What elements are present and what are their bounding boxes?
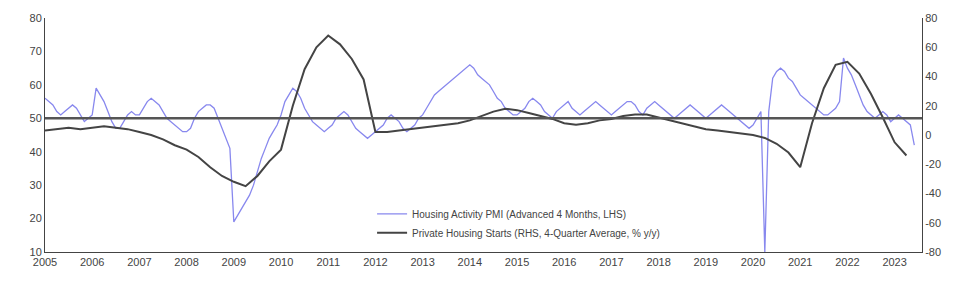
svg-text:2018: 2018 — [646, 256, 670, 268]
svg-text:-40: -40 — [925, 187, 941, 199]
svg-text:2016: 2016 — [552, 256, 576, 268]
svg-text:70: 70 — [30, 45, 42, 57]
svg-text:Private Housing Starts (RHS, 4: Private Housing Starts (RHS, 4-Quarter A… — [412, 228, 660, 239]
svg-text:Housing Activity PMI (Advanced: Housing Activity PMI (Advanced 4 Months,… — [412, 209, 626, 220]
svg-text:2017: 2017 — [599, 256, 623, 268]
svg-text:2015: 2015 — [505, 256, 529, 268]
svg-text:2007: 2007 — [127, 256, 151, 268]
svg-text:30: 30 — [30, 179, 42, 191]
svg-text:2022: 2022 — [835, 256, 859, 268]
svg-text:-20: -20 — [925, 158, 941, 170]
svg-text:80: 80 — [30, 12, 42, 24]
svg-text:20: 20 — [925, 100, 937, 112]
svg-text:10: 10 — [30, 246, 42, 258]
svg-text:60: 60 — [925, 41, 937, 53]
svg-text:0: 0 — [925, 129, 931, 141]
svg-text:40: 40 — [925, 70, 937, 82]
svg-text:40: 40 — [30, 146, 42, 158]
svg-text:2011: 2011 — [316, 256, 340, 268]
svg-text:2020: 2020 — [741, 256, 765, 268]
svg-text:2014: 2014 — [458, 256, 482, 268]
svg-text:2013: 2013 — [410, 256, 434, 268]
svg-text:60: 60 — [30, 79, 42, 91]
svg-text:2009: 2009 — [222, 256, 246, 268]
svg-text:2005: 2005 — [33, 256, 57, 268]
svg-text:20: 20 — [30, 212, 42, 224]
svg-text:2019: 2019 — [694, 256, 718, 268]
svg-text:2021: 2021 — [788, 256, 812, 268]
svg-text:2010: 2010 — [269, 256, 293, 268]
svg-text:2006: 2006 — [80, 256, 104, 268]
svg-text:80: 80 — [925, 12, 937, 24]
svg-text:2008: 2008 — [174, 256, 198, 268]
svg-text:-80: -80 — [925, 246, 941, 258]
svg-text:-60: -60 — [925, 217, 941, 229]
svg-text:50: 50 — [30, 112, 42, 124]
svg-text:2012: 2012 — [363, 256, 387, 268]
svg-text:2023: 2023 — [882, 256, 906, 268]
